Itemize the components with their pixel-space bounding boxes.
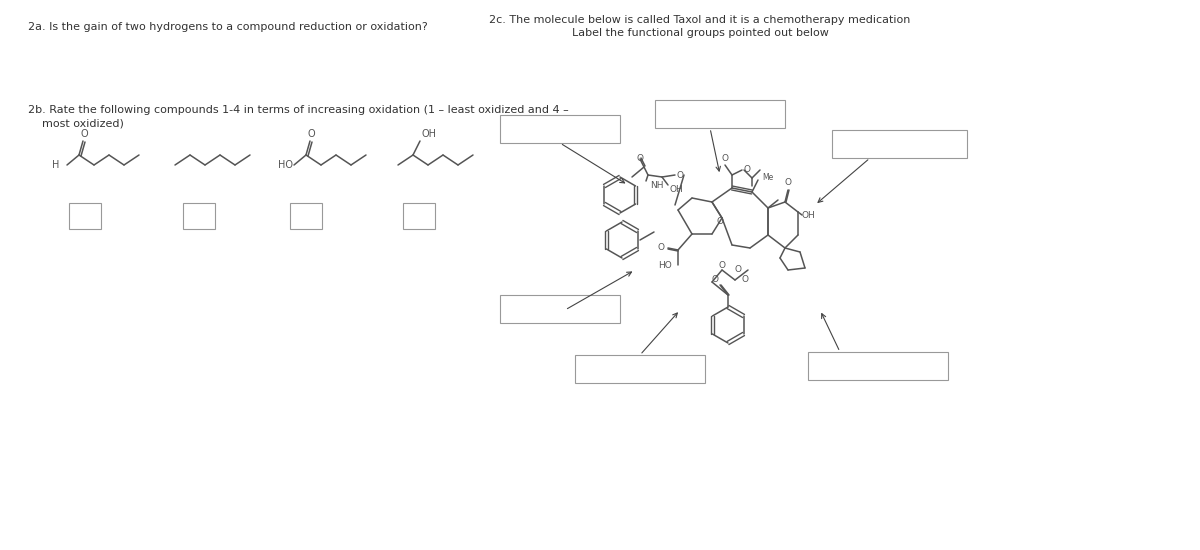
Text: O: O — [716, 217, 724, 227]
Text: H: H — [52, 160, 59, 170]
Bar — [70, 203, 101, 229]
Text: Label the functional groups pointed out below: Label the functional groups pointed out … — [571, 28, 828, 38]
Text: O: O — [80, 129, 88, 139]
Text: O: O — [719, 261, 726, 270]
Text: O: O — [307, 129, 314, 139]
Text: HO: HO — [278, 160, 293, 170]
Bar — [832, 130, 967, 158]
Text: O: O — [658, 244, 665, 252]
Text: O: O — [721, 154, 728, 163]
Bar — [655, 100, 785, 128]
Text: O: O — [742, 276, 749, 284]
Text: O: O — [744, 166, 751, 174]
Text: Me: Me — [762, 173, 773, 182]
Text: 2b. Rate the following compounds 1-4 in terms of increasing oxidation (1 – least: 2b. Rate the following compounds 1-4 in … — [28, 105, 569, 115]
Text: O: O — [636, 154, 643, 163]
Text: O: O — [677, 170, 684, 179]
Bar — [290, 203, 322, 229]
Text: 2a. Is the gain of two hydrogens to a compound reduction or oxidation?: 2a. Is the gain of two hydrogens to a co… — [28, 22, 427, 32]
Bar — [575, 355, 706, 383]
Text: OH: OH — [802, 211, 816, 219]
Text: O: O — [710, 276, 718, 284]
Bar — [500, 295, 620, 323]
Text: NH: NH — [650, 180, 664, 190]
Text: O: O — [734, 266, 742, 274]
Text: 2c. The molecule below is called Taxol and it is a chemotherapy medication: 2c. The molecule below is called Taxol a… — [490, 15, 911, 25]
Text: OH: OH — [670, 185, 684, 195]
Bar — [500, 115, 620, 143]
Text: HO: HO — [659, 261, 672, 270]
Bar — [182, 203, 215, 229]
Text: most oxidized): most oxidized) — [28, 118, 124, 128]
Bar — [808, 352, 948, 380]
Text: O: O — [785, 178, 792, 187]
Bar — [403, 203, 436, 229]
Text: OH: OH — [421, 129, 436, 139]
